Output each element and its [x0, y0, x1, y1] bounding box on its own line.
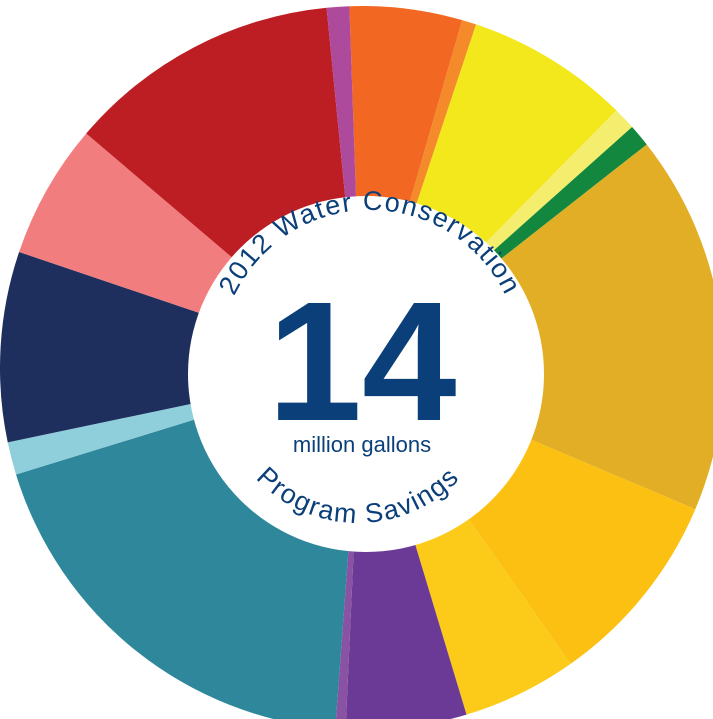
- pie-slice-10: [335, 368, 362, 719]
- center-hole: [188, 196, 544, 552]
- center-unit: million gallons: [293, 432, 431, 457]
- pie-slice-13: [0, 251, 362, 443]
- center-value: 14: [267, 267, 456, 457]
